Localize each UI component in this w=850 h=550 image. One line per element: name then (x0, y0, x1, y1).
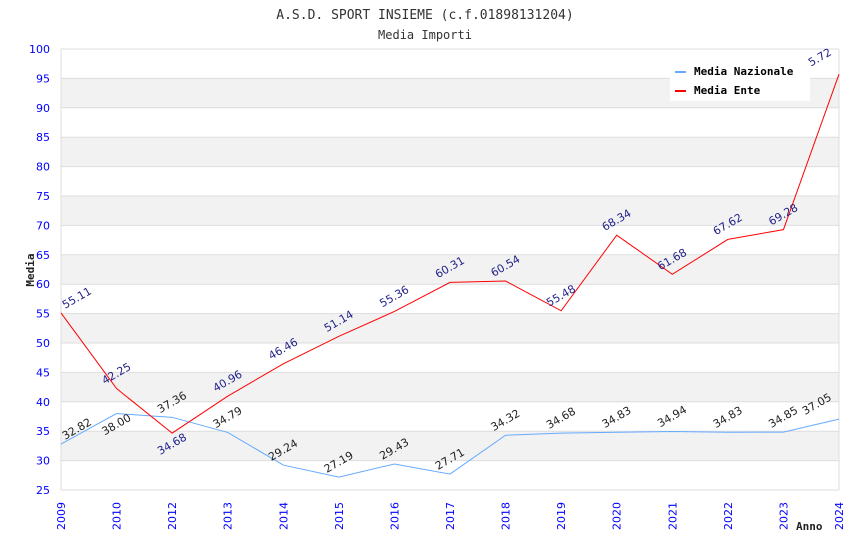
x-tick-label: 2019 (555, 502, 568, 530)
y-tick-label: 35 (36, 425, 50, 438)
y-tick-label: 75 (36, 190, 50, 203)
data-label: 34.79 (211, 404, 245, 431)
data-label: 34.83 (600, 404, 634, 431)
data-label: 34.83 (711, 404, 745, 431)
legend-label-nazionale: Media Nazionale (694, 65, 794, 78)
x-tick-label: 2012 (166, 502, 179, 530)
x-tick-label: 2009 (55, 502, 68, 530)
y-axis-label: Media (24, 253, 37, 286)
chart-subtitle: Media Importi (378, 28, 472, 42)
y-tick-label: 90 (36, 102, 50, 115)
x-tick-label: 2022 (722, 502, 735, 530)
y-tick-label: 55 (36, 308, 50, 321)
x-tick-label: 2024 (833, 502, 846, 530)
grid-band (61, 372, 839, 402)
x-tick-label: 2015 (333, 502, 346, 530)
x-tick-label: 2021 (666, 502, 679, 530)
x-tick-label: 2018 (500, 502, 513, 530)
x-tick-label: 2016 (388, 502, 401, 530)
y-tick-label: 45 (36, 366, 50, 379)
chart-title: A.S.D. SPORT INSIEME (c.f.01898131204) (276, 8, 573, 23)
x-tick-label: 2013 (222, 502, 235, 530)
grid-band (61, 196, 839, 226)
data-label: 55.36 (377, 283, 411, 310)
data-label: 55.48 (544, 282, 578, 309)
y-tick-label: 65 (36, 249, 50, 262)
y-tick-label: 85 (36, 131, 50, 144)
x-tick-label: 2017 (444, 502, 457, 530)
legend-label-ente: Media Ente (694, 84, 761, 97)
grid-band (61, 137, 839, 167)
grid-band (61, 254, 839, 285)
x-tick-label: 2010 (111, 502, 124, 530)
x-tick-label: 2014 (277, 502, 290, 530)
legend: Media Nazionale Media Ente (670, 61, 810, 101)
grid-band (61, 431, 839, 461)
y-tick-label: 80 (36, 161, 50, 174)
y-tick-label: 25 (36, 484, 50, 497)
data-label: 34.68 (544, 405, 578, 432)
series-line-0 (60, 413, 840, 478)
data-label: 55.11 (60, 285, 94, 312)
y-tick-label: 40 (36, 396, 50, 409)
x-tick-label: 2023 (777, 502, 790, 530)
data-label: 34.94 (655, 403, 689, 430)
y-tick-label: 30 (36, 455, 50, 468)
y-tick-label: 70 (36, 219, 50, 232)
y-tick-label: 50 (36, 337, 50, 350)
series-line-1 (60, 73, 840, 434)
x-axis-label: Anno (796, 520, 823, 533)
grid-band (61, 313, 839, 343)
y-tick-label: 95 (36, 72, 50, 85)
data-label: 34.32 (489, 407, 523, 434)
data-label: 34.85 (766, 404, 800, 431)
x-tick-label: 2020 (611, 502, 624, 530)
y-tick-label: 60 (36, 278, 50, 291)
y-tick-label: 100 (29, 43, 50, 56)
